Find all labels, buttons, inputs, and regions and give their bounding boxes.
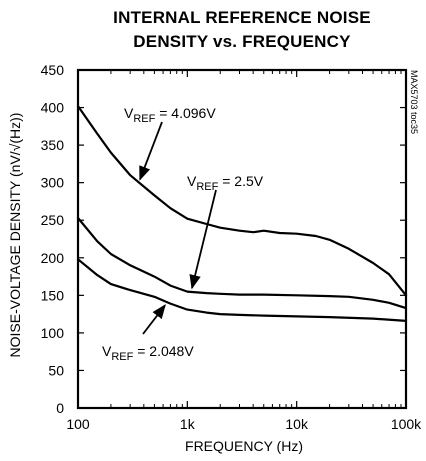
y-tick-label: 300: [41, 175, 65, 191]
y-tick-label: 250: [41, 212, 65, 228]
x-tick-label: 10k: [285, 416, 309, 432]
y-tick-label: 0: [56, 400, 64, 416]
y-tick-label: 450: [41, 62, 65, 78]
x-tick-label: 100: [66, 416, 90, 432]
series-line-0: [76, 105, 408, 297]
y-tick-label: 150: [41, 287, 65, 303]
x-tick-label: 1k: [180, 416, 196, 432]
annotation-sub: REF: [111, 351, 133, 363]
y-tick-label: 350: [41, 137, 65, 153]
annotation-rest: = 2.5V: [218, 173, 263, 189]
chart-title-line-1: INTERNAL REFERENCE NOISE: [113, 8, 371, 27]
annotation-arrow: [142, 304, 166, 335]
annotation-bg: [183, 166, 279, 188]
y-tick-label: 200: [41, 250, 65, 266]
chart-axes: 0 50 100 150 200 250 300 350 400 450 100 1k 10k 100k: [41, 62, 423, 432]
annotation-arrow: [189, 189, 217, 290]
annotation-main: V: [124, 105, 134, 121]
chart-series: [76, 105, 408, 322]
annotation-sub: REF: [196, 181, 218, 193]
annotation-label: VREF = 4.096V: [124, 105, 216, 125]
annotation-bg: [98, 336, 246, 358]
annotation-arrow: [139, 121, 163, 181]
y-tick-label: 400: [41, 100, 65, 116]
annotation-label: VREF = 2.5V: [187, 173, 264, 193]
x-axis-label: FREQUENCY (Hz): [185, 438, 303, 454]
annotation-label: VREF = 2.048V: [102, 343, 194, 363]
annotation-bg: [120, 98, 262, 120]
series-line-2: [76, 258, 408, 322]
y-tick-label: 50: [48, 362, 64, 378]
plot-frame: [76, 68, 408, 410]
annotation-sub: REF: [133, 113, 155, 125]
chart-title-line-2: DENSITY vs. FREQUENCY: [133, 32, 351, 51]
series-line-1: [76, 216, 408, 310]
x-tick-label: 100k: [391, 416, 422, 432]
annotation-main: V: [187, 173, 197, 189]
annotation-main: V: [102, 343, 112, 359]
annotation-rest: = 2.048V: [133, 343, 194, 359]
annotation-rest: = 4.096V: [155, 105, 216, 121]
y-axis-label: NOISE-VOLTAGE DENSITY (nV/√(Hz)): [7, 113, 23, 358]
y-tick-label: 100: [41, 325, 65, 341]
figure-id: MAX5703 toc35: [409, 70, 419, 134]
